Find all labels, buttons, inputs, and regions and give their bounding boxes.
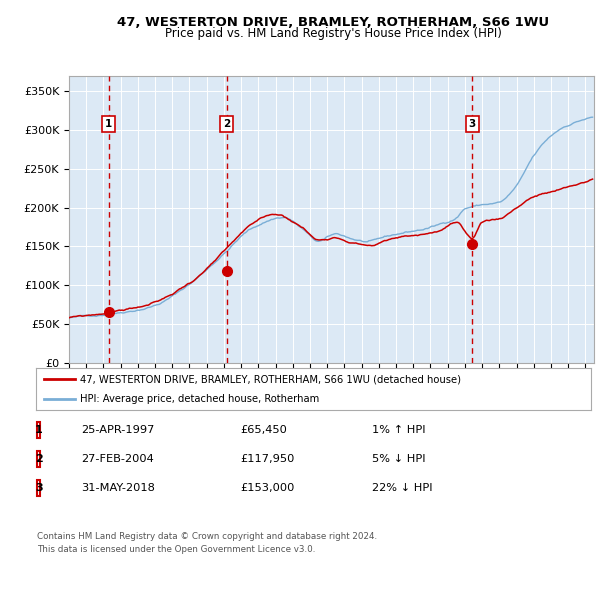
Text: 3: 3: [469, 119, 476, 129]
Text: 3: 3: [35, 483, 43, 493]
Text: 5% ↓ HPI: 5% ↓ HPI: [372, 454, 425, 464]
Text: 1% ↑ HPI: 1% ↑ HPI: [372, 425, 425, 435]
Text: £153,000: £153,000: [240, 483, 295, 493]
Text: 2: 2: [35, 454, 43, 464]
Text: 47, WESTERTON DRIVE, BRAMLEY, ROTHERHAM, S66 1WU: 47, WESTERTON DRIVE, BRAMLEY, ROTHERHAM,…: [117, 16, 549, 29]
Text: 22% ↓ HPI: 22% ↓ HPI: [372, 483, 433, 493]
Text: 1: 1: [106, 119, 113, 129]
Text: 47, WESTERTON DRIVE, BRAMLEY, ROTHERHAM, S66 1WU (detached house): 47, WESTERTON DRIVE, BRAMLEY, ROTHERHAM,…: [80, 374, 461, 384]
Text: 2: 2: [223, 119, 230, 129]
Text: £117,950: £117,950: [240, 454, 295, 464]
Text: 31-MAY-2018: 31-MAY-2018: [81, 483, 155, 493]
Text: 27-FEB-2004: 27-FEB-2004: [81, 454, 154, 464]
Text: Contains HM Land Registry data © Crown copyright and database right 2024.
This d: Contains HM Land Registry data © Crown c…: [37, 532, 377, 553]
Text: 1: 1: [35, 425, 43, 435]
Text: Price paid vs. HM Land Registry's House Price Index (HPI): Price paid vs. HM Land Registry's House …: [164, 27, 502, 40]
Text: HPI: Average price, detached house, Rotherham: HPI: Average price, detached house, Roth…: [80, 395, 320, 404]
Text: 25-APR-1997: 25-APR-1997: [81, 425, 154, 435]
Text: £65,450: £65,450: [240, 425, 287, 435]
